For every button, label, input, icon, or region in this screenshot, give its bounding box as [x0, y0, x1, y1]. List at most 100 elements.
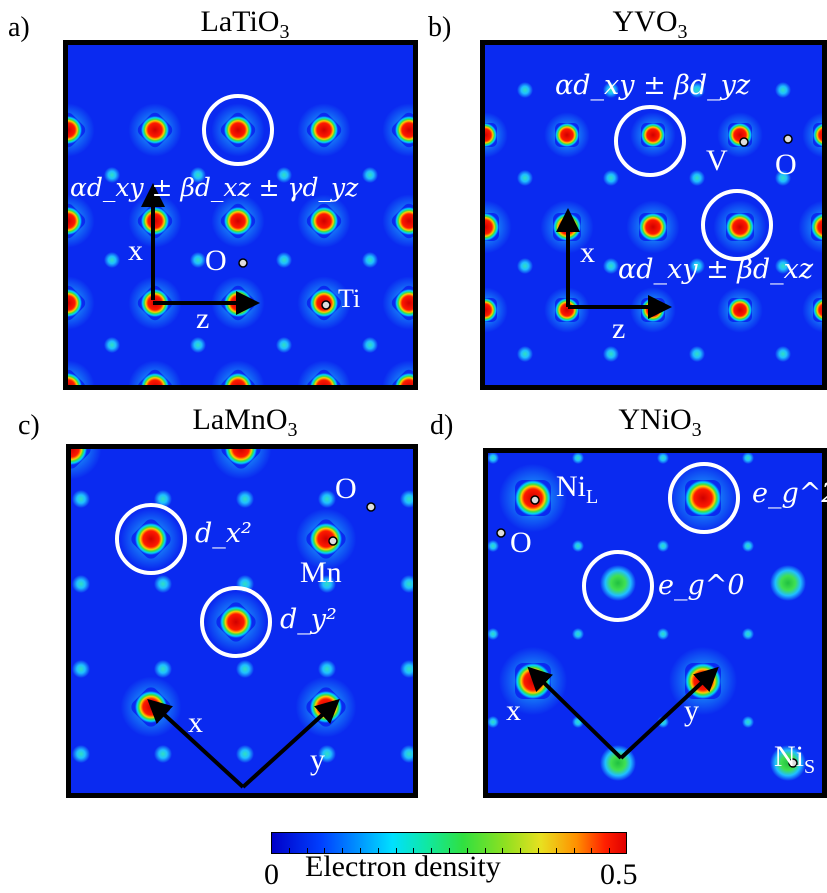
density-blob-a-4-2: [382, 276, 413, 330]
density-dot-c-0-3: [72, 745, 90, 763]
density-blob-d-1: [668, 463, 738, 533]
highlight-ring-a: [202, 94, 274, 166]
colorbar-max-label: 0.5: [600, 858, 638, 891]
density-blob-b-top-0: [485, 112, 508, 158]
density-dot-d-2-2: [657, 628, 669, 640]
colorbar-tick: [520, 848, 522, 854]
density-dot-c-4-3: [400, 745, 413, 763]
density-dot-d-1-2: [572, 628, 584, 640]
density-dot-c-3-0: [318, 490, 336, 508]
density-dot-b-2-2: [689, 258, 705, 274]
density-blob-a-2-0: [211, 103, 265, 157]
density-dot-b-0-2: [517, 258, 533, 274]
density-dot-c-1-1: [154, 575, 172, 593]
density-green-d-0: [600, 565, 636, 601]
density-map-b: [480, 40, 827, 390]
colorbar-tick: [288, 848, 290, 854]
density-dot-d-1-1: [572, 540, 584, 552]
density-map-c: [66, 444, 418, 798]
density-blob-c-0: [120, 508, 182, 570]
density-dot-d-1-0: [572, 453, 584, 464]
density-map-a: [63, 40, 418, 390]
density-blob-b-top-3: [717, 112, 763, 158]
density-blob-b-mid-3: [713, 200, 767, 254]
density-dot-a-3-2: [362, 337, 378, 353]
density-dot-a-1-0: [190, 167, 206, 183]
orbital-label-b-bottom: αd_xy ± βd_xz: [618, 254, 814, 285]
density-blob-a-3-3: [297, 360, 351, 385]
atom-marker-o-a: [238, 258, 248, 268]
panel-letter-a: a): [8, 12, 30, 43]
density-blob-a-1-3: [128, 360, 182, 385]
density-blob-c-2: [205, 591, 267, 653]
density-dot-b-0-3: [517, 346, 533, 362]
colorbar-tick: [377, 848, 379, 854]
density-dot-a-2-2: [276, 337, 292, 353]
atom-label-mn: Mn: [300, 556, 342, 589]
density-blob-b-top-1: [544, 112, 590, 158]
density-dot-d-3-3: [742, 716, 754, 728]
density-dot-c-0-1: [72, 575, 90, 593]
panel-letter-b: b): [428, 12, 452, 43]
density-dot-c-1-2: [154, 660, 172, 678]
density-dot-a-3-0: [362, 167, 378, 183]
density-dot-a-0-1: [104, 252, 120, 268]
density-dot-b-0-1: [517, 170, 533, 186]
atom-marker-o-d: [496, 528, 506, 538]
axis-arrow-x-c: [147, 698, 245, 789]
density-dot-a-2-1: [276, 252, 292, 268]
density-blob-b-bot-0: [485, 287, 508, 333]
colorbar-tick: [449, 848, 450, 854]
highlight-ring-d-eg2: [668, 462, 740, 534]
density-dot-b-2-0: [689, 82, 705, 98]
colorbar-tick: [555, 848, 557, 854]
atom-label-v: V: [706, 144, 728, 177]
density-dot-b-2-3: [689, 346, 705, 362]
colorbar-min-label: 0: [264, 858, 279, 891]
density-blob-a-4-0: [382, 103, 413, 157]
density-blob-b-bot-2: [630, 287, 676, 333]
orbital-label-eg0: e_g^0: [658, 570, 745, 601]
density-dot-c-2-2: [236, 660, 254, 678]
density-dot-a-2-0: [276, 167, 292, 183]
axis-arrow-y-c: [241, 698, 340, 789]
density-blob-a-0-1: [68, 194, 95, 248]
density-dot-d-2-1: [657, 540, 669, 552]
axis-label-z-a: z: [196, 302, 210, 335]
panel-letter-d: d): [430, 410, 454, 441]
colorbar-tick: [360, 848, 361, 854]
density-blob-a-3-1: [297, 194, 351, 248]
panel-title-a: LaTiO3: [200, 5, 290, 44]
density-dot-d-3-0: [742, 453, 754, 464]
highlight-ring-c-1: [115, 503, 187, 575]
density-dot-d-3-2: [742, 628, 754, 640]
atom-label-ni-s: NiS: [774, 740, 816, 779]
density-dot-c-1-0: [154, 490, 172, 508]
density-blob-b-top-2: [630, 112, 676, 158]
panel-title-b: YVO3: [612, 5, 688, 44]
orbital-label-a: αd_xy ± βd_xz ± γd_yz: [70, 173, 359, 202]
density-blob-a-2-3: [211, 360, 265, 385]
atom-marker-v: [739, 137, 749, 147]
highlight-ring-d-eg0: [582, 550, 654, 622]
density-dot-c-2-3: [236, 745, 254, 763]
density-blob-a-3-0: [297, 103, 351, 157]
highlight-ring-c-2: [200, 586, 272, 658]
axis-label-x-d: x: [506, 694, 521, 727]
axis-label-z-b: z: [612, 312, 626, 345]
density-blob-a-0-3: [68, 360, 95, 385]
density-green-d-3: [770, 745, 806, 781]
density-dot-d-3-1: [742, 540, 754, 552]
colorbar-tick: [395, 848, 397, 854]
density-blob-b-mid-0: [485, 200, 512, 254]
density-dot-d-0-0: [488, 453, 499, 464]
density-dot-b-0-0: [517, 82, 533, 98]
density-blob-a-0-0: [68, 103, 95, 157]
axis-label-y-d: y: [684, 694, 699, 727]
density-dot-c-3-3: [318, 745, 336, 763]
density-dot-c-0-0: [72, 490, 90, 508]
atom-marker-mn: [328, 536, 338, 546]
density-dot-b-3-3: [775, 346, 791, 362]
colorbar-tick: [413, 848, 415, 854]
density-blob-b-mid-2: [626, 200, 680, 254]
